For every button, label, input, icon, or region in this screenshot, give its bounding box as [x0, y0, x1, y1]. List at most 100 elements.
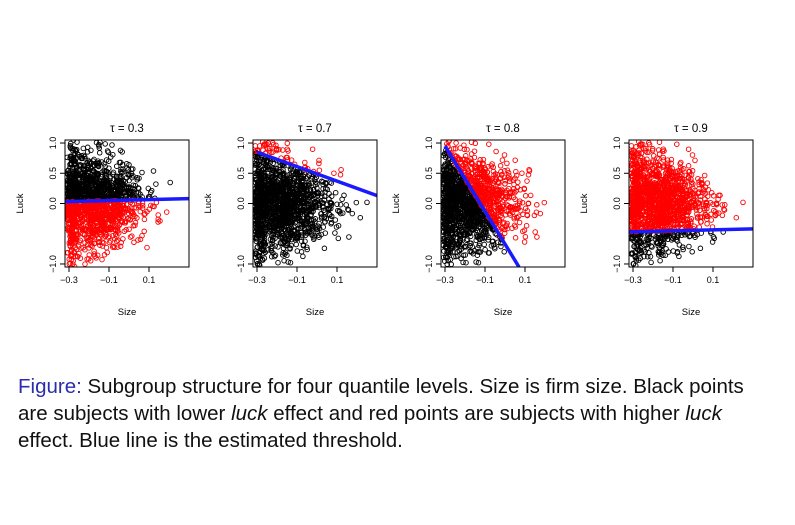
red-point: [111, 211, 118, 218]
black-point: [682, 232, 688, 238]
black-point: [118, 168, 124, 175]
black-point: [450, 241, 456, 248]
black-point: [308, 203, 315, 210]
red-point: [116, 221, 123, 228]
black-point: [642, 249, 648, 255]
red-point: [85, 256, 92, 262]
black-point: [302, 229, 309, 235]
black-point: [304, 246, 310, 253]
red-point: [139, 202, 146, 209]
red-point: [268, 149, 274, 156]
red-point: [514, 205, 521, 212]
black-point: [464, 236, 471, 242]
black-point: [442, 219, 448, 226]
x-axis-label: Size: [494, 307, 512, 318]
x-tick-label: −0.3: [60, 275, 78, 285]
y-tick-label: 1.0: [424, 137, 434, 150]
black-point: [332, 217, 339, 223]
red-point: [131, 239, 137, 246]
black-point: [482, 246, 488, 253]
black-point: [65, 185, 72, 192]
black-point: [448, 208, 455, 215]
black-point: [442, 258, 448, 264]
black-point: [318, 215, 325, 221]
black-point: [257, 255, 264, 262]
black-point: [108, 154, 114, 160]
red-point: [524, 212, 530, 218]
black-point: [501, 249, 507, 255]
x-tick-label: 0.1: [519, 275, 532, 285]
red-point: [512, 175, 518, 181]
black-point: [332, 230, 338, 236]
black-point: [282, 235, 289, 241]
black-point: [104, 148, 111, 154]
y-tick-label: 0.5: [424, 167, 434, 180]
black-point: [300, 242, 307, 248]
black-point: [305, 214, 311, 221]
red-point: [532, 229, 538, 235]
black-point: [349, 210, 356, 217]
red-point: [91, 248, 97, 254]
black-point: [318, 193, 325, 200]
black-point: [648, 243, 654, 249]
black-point: [631, 237, 637, 244]
black-point: [106, 165, 112, 171]
red-point: [506, 178, 513, 185]
red-point: [522, 234, 529, 240]
black-point: [105, 181, 112, 188]
black-point: [106, 178, 112, 184]
red-point: [471, 148, 478, 154]
red-point: [468, 140, 475, 145]
red-point: [72, 238, 79, 245]
red-point: [514, 215, 520, 221]
black-point: [145, 185, 152, 192]
red-point: [519, 170, 525, 176]
black-point: [272, 243, 278, 249]
black-point: [265, 185, 271, 192]
x-axis-label: Size: [118, 307, 136, 318]
black-point: [638, 239, 645, 245]
black-point: [655, 240, 661, 246]
black-point: [262, 212, 269, 218]
black-point: [266, 223, 273, 230]
black-point: [298, 249, 305, 255]
red-point: [492, 174, 499, 180]
black-point: [256, 262, 263, 267]
black-point: [292, 200, 299, 206]
y-axis-label: Luck: [15, 193, 26, 213]
red-point: [65, 220, 72, 227]
black-point: [463, 244, 469, 250]
red-point: [496, 180, 502, 187]
black-point: [333, 224, 340, 230]
black-point: [285, 224, 292, 230]
black-point: [82, 155, 88, 162]
black-point: [253, 160, 258, 167]
red-point: [498, 208, 504, 215]
black-point: [490, 238, 496, 244]
black-point: [468, 240, 474, 247]
black-point: [110, 187, 116, 193]
red-point: [483, 188, 489, 194]
black-point: [298, 220, 305, 227]
black-point: [90, 167, 96, 174]
black-point: [450, 173, 456, 180]
red-point: [126, 226, 132, 232]
black-point: [278, 168, 284, 174]
red-point: [511, 181, 517, 188]
red-point: [82, 261, 88, 267]
red-point: [490, 164, 496, 171]
x-tick-label: 0.1: [331, 275, 344, 285]
black-point: [70, 140, 77, 143]
red-point: [284, 154, 290, 161]
red-point: [120, 203, 126, 209]
black-point: [271, 168, 277, 174]
red-point: [513, 168, 519, 175]
black-point: [264, 199, 270, 205]
black-point: [689, 249, 695, 255]
black-point: [72, 188, 78, 195]
black-point: [76, 163, 82, 169]
red-point: [501, 226, 508, 233]
black-point: [67, 140, 74, 147]
y-tick-label: 0.5: [236, 167, 246, 180]
black-point: [130, 182, 137, 188]
